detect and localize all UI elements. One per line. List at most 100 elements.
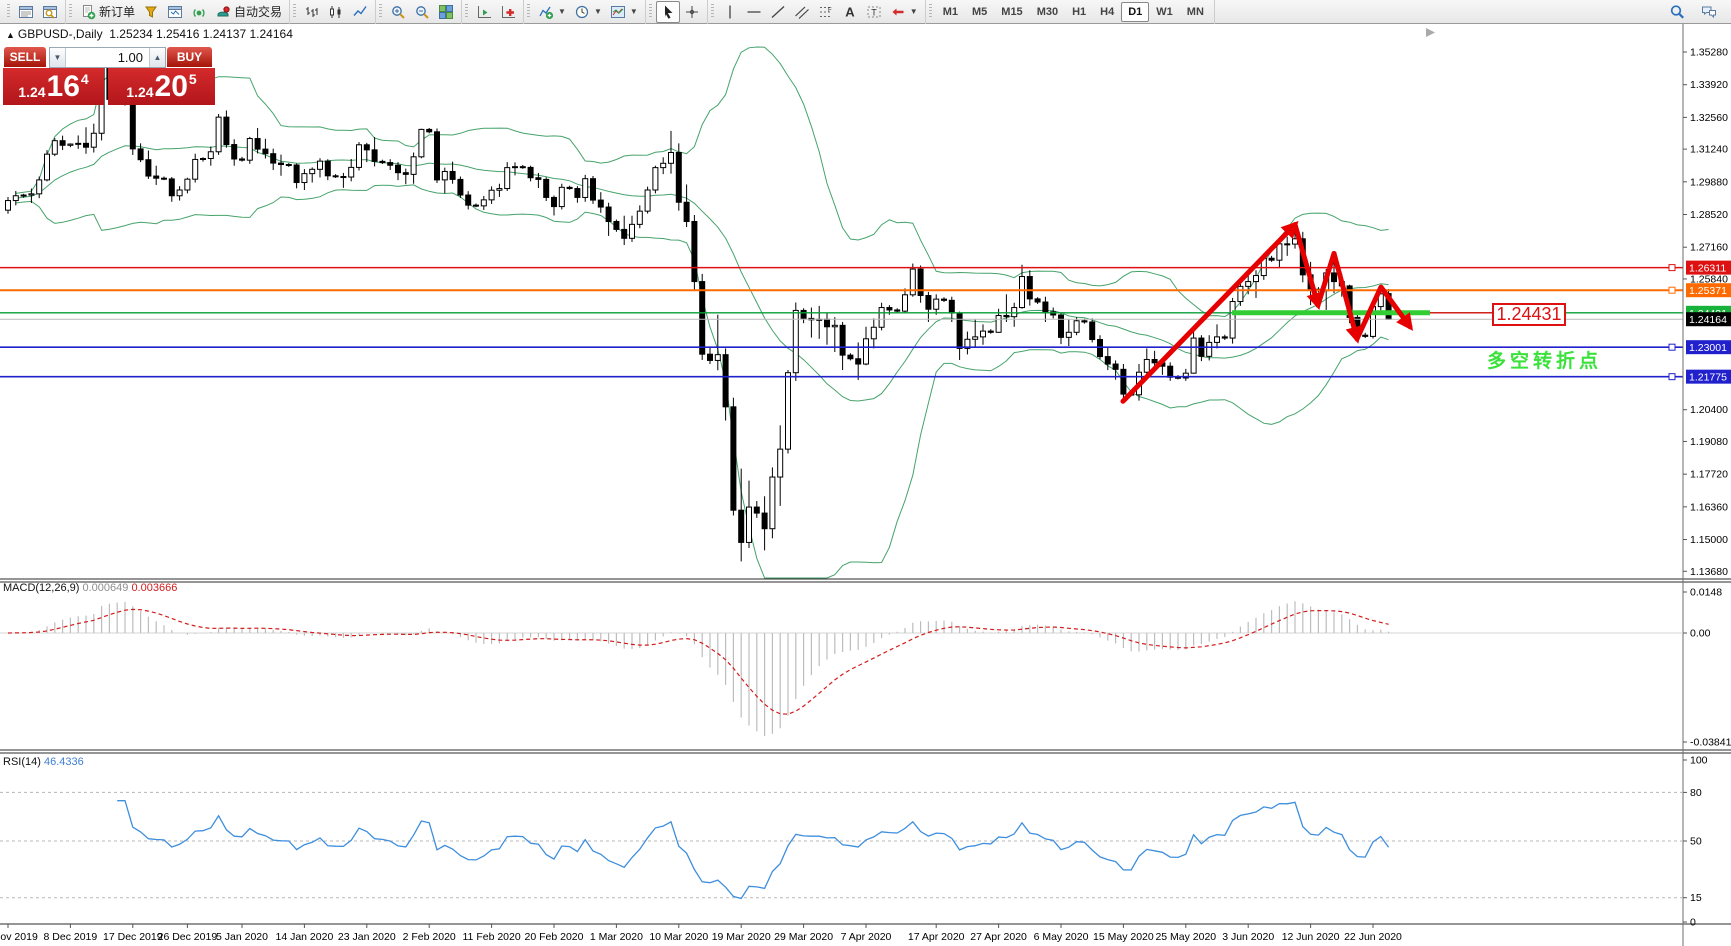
timeframe-button-m1[interactable]: M1 [942, 5, 958, 18]
timeframe-button-m30[interactable]: M30 [1036, 5, 1059, 18]
signals-icon [191, 4, 207, 20]
macd-signal-value: 0.003666 [131, 582, 178, 594]
price-badge [1686, 340, 1731, 355]
indicators-menu-icon[interactable]: ▼ [534, 1, 570, 23]
toolbar-grip[interactable] [710, 4, 714, 19]
line-handle[interactable] [1668, 264, 1676, 272]
toolbar-grip[interactable] [928, 4, 932, 19]
toolbar-grip[interactable] [7, 4, 10, 19]
candle-body [207, 151, 214, 159]
timeframe-button-m15[interactable]: M15 [1001, 5, 1023, 18]
new-order-button[interactable]: 新订单 [76, 0, 139, 23]
time-tick-label: 17 Dec 2019 [103, 931, 163, 943]
history-center-icon[interactable] [139, 1, 163, 23]
volume-decrease-button[interactable]: ▼ [50, 48, 66, 67]
cursor-tool-icon[interactable] [655, 0, 680, 23]
buy-button[interactable]: BUY [167, 47, 212, 67]
arrows-tool-icon[interactable]: ▼ [886, 1, 922, 23]
crosshair-tool-icon[interactable] [680, 1, 704, 23]
candle-body [395, 164, 401, 174]
bar-chart-icon[interactable] [300, 1, 324, 23]
data-window-icon[interactable] [38, 1, 62, 23]
timeframe-button-mn[interactable]: MN [1186, 5, 1204, 18]
candle-body [90, 132, 97, 148]
text-tool-icon[interactable]: A [838, 1, 862, 23]
market-watch-icon[interactable] [14, 1, 38, 23]
chart-symbol-period: GBPUSD-,Daily [17, 27, 103, 41]
timeframe-button-d1[interactable]: D1 [1121, 1, 1150, 22]
candle-body [1089, 321, 1096, 341]
new-order-button-label: 新订单 [99, 5, 136, 19]
search-icon[interactable] [1665, 1, 1689, 23]
sell-price-point: 4 [80, 71, 89, 87]
timeframe-button-h1[interactable]: H1 [1072, 5, 1087, 18]
time-tick-label: 5 Jan 2020 [216, 931, 268, 943]
toolbar-grip[interactable] [69, 4, 72, 19]
vertical-line-tool-icon[interactable] [718, 1, 742, 23]
symbol-expand-icon[interactable]: ▲ [6, 30, 15, 40]
time-tick-label: 17 Apr 2020 [908, 931, 965, 943]
volume-increase-button[interactable]: ▲ [149, 48, 165, 67]
toolbar-grip[interactable] [293, 4, 297, 19]
chat-icon[interactable] [1697, 1, 1721, 23]
templates-menu-icon[interactable]: ▼ [606, 1, 642, 23]
chart-shift-icon[interactable] [496, 1, 520, 23]
chevron-down-icon[interactable]: ▼ [558, 7, 566, 16]
auto-scroll-icon[interactable] [472, 1, 496, 23]
current-price-badge-label: 1.24164 [1689, 314, 1727, 326]
sell-button[interactable]: SELL [4, 47, 46, 67]
tile-windows-icon[interactable] [434, 1, 458, 23]
trend-arrow-segment[interactable] [1292, 222, 1323, 311]
toolbar-grip[interactable] [648, 4, 652, 19]
label-tool-icon[interactable]: T [862, 1, 886, 23]
line-handle[interactable] [1668, 373, 1676, 381]
candle-body [738, 509, 745, 543]
toolbar-grip[interactable] [527, 4, 531, 19]
chart-shift-marker[interactable] [1426, 28, 1435, 37]
turning-point-note[interactable]: 多空转折点 [1487, 351, 1603, 372]
candle-body [137, 148, 144, 161]
auto-trading-button[interactable]: 自动交易 [211, 0, 286, 23]
price-callout-label[interactable]: 1.24431 [1492, 303, 1566, 326]
crosshair-icon [684, 4, 700, 20]
sell-price-panel[interactable]: 1.24 16 4 [3, 68, 104, 105]
trendline-tool-icon[interactable] [766, 1, 790, 23]
trend-arrow-segment[interactable] [1315, 250, 1337, 308]
candle-body [1214, 336, 1220, 343]
chevron-down-icon[interactable]: ▼ [593, 7, 602, 16]
price-badge [1686, 283, 1731, 298]
candle-body [722, 354, 729, 408]
candle-body [176, 189, 183, 197]
periods-menu-icon[interactable]: ▼ [570, 1, 606, 23]
toolbar-group [646, 0, 708, 24]
line-handle[interactable] [1668, 343, 1676, 351]
volume-input[interactable]: 1.00 [117, 50, 143, 65]
timeframe-button-w1[interactable]: W1 [1156, 5, 1173, 18]
toolbar-grip[interactable] [379, 4, 383, 19]
trend-arrow-segment[interactable] [1331, 250, 1363, 344]
trend-arrow-segment[interactable] [1378, 284, 1414, 331]
timeframe-button-h4[interactable]: H4 [1100, 5, 1115, 18]
candlestick-chart-icon[interactable] [324, 1, 348, 23]
time-tick-label: 22 Jun 2020 [1344, 931, 1402, 943]
chart-window[interactable]: 1.263111.253711.244311.230011.217751.241… [0, 24, 1731, 946]
svg-text:T: T [871, 7, 877, 17]
buy-price-panel[interactable]: 1.24 20 5 [108, 68, 215, 105]
chevron-down-icon[interactable]: ▼ [909, 7, 918, 16]
zoom-out-icon[interactable] [410, 1, 434, 23]
fibonacci-tool-icon[interactable]: F [814, 1, 838, 23]
zoom-in-icon[interactable] [386, 1, 410, 23]
timeframe-button-m5[interactable]: M5 [972, 5, 988, 18]
trend-arrow-segment[interactable] [1354, 284, 1384, 342]
channel-tool-icon[interactable] [790, 1, 814, 23]
trend-arrow-segment[interactable] [1120, 220, 1299, 404]
line-handle[interactable] [1668, 286, 1676, 294]
horizontal-line-tool-icon[interactable] [742, 1, 766, 23]
terminal-window-icon[interactable] [163, 1, 187, 23]
chart-canvas[interactable]: 1.263111.253711.244311.230011.217751.241… [0, 24, 1731, 946]
chevron-down-icon[interactable]: ▼ [629, 7, 638, 16]
candle-body [348, 166, 355, 178]
signals-icon[interactable] [187, 1, 211, 23]
toolbar-grip[interactable] [465, 4, 469, 19]
line-chart-icon[interactable] [348, 1, 372, 23]
